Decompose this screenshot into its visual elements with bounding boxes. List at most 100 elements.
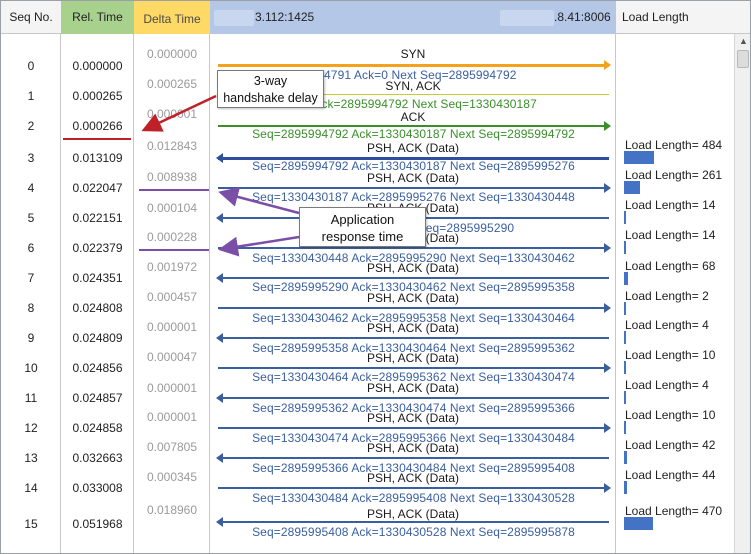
flow-label: PSH, ACK (Data) <box>366 507 460 521</box>
seq-no-cell: 9 <box>27 331 35 345</box>
load-length-label: Load Length= 10 <box>625 348 716 362</box>
delta-time-cell: 0.000345 <box>146 470 198 484</box>
header-rel-time[interactable]: Rel. Time <box>61 1 134 34</box>
flow-detail: Seq=1330430187 Ack=2895995276 Next Seq=1… <box>252 190 575 204</box>
load-length-bar <box>624 421 626 434</box>
rel-time-cell: 0.024808 <box>72 301 123 315</box>
flow-detail: Seq=1330430484 Ack=2895995408 Next Seq=1… <box>252 491 575 505</box>
load-length-label: Load Length= 470 <box>625 504 723 518</box>
rel-time-cell: 0.000000 <box>72 59 123 73</box>
flow-label: SYN <box>400 47 426 61</box>
flow-arrow-right[interactable] <box>218 303 611 313</box>
seq-no-cell: 4 <box>27 181 35 195</box>
scroll-up-icon[interactable]: ▲ <box>739 36 748 46</box>
load-length-label: Load Length= 14 <box>625 228 716 242</box>
load-length-column <box>616 1 734 553</box>
load-length-bar <box>624 181 640 194</box>
load-length-label: Load Length= 68 <box>625 259 716 273</box>
load-length-bar <box>624 241 626 254</box>
load-length-bar <box>624 481 627 494</box>
flow-arrow-right[interactable] <box>218 483 611 493</box>
flow-detail: Seq=2895995408 Ack=1330430528 Next Seq=2… <box>252 525 575 539</box>
delta-time-cell: 0.000000 <box>146 47 198 61</box>
load-length-bar <box>624 151 654 164</box>
app-callout-line2: response time <box>321 229 404 244</box>
rel-time-cell: 0.033008 <box>72 481 123 495</box>
rel-time-cell: 0.032663 <box>72 451 123 465</box>
seq-no-cell: 13 <box>24 451 38 465</box>
header-seq-no[interactable]: Seq No. <box>1 1 61 34</box>
flow-label: SYN, ACK <box>385 79 441 93</box>
flow-arrow-right[interactable] <box>218 363 611 373</box>
load-length-label: Load Length= 261 <box>625 168 723 182</box>
seq-no-cell: 11 <box>24 391 38 405</box>
seq-no-cell: 1 <box>27 89 35 103</box>
flow-detail: Seq=1330430462 Ack=2895995358 Next Seq=1… <box>252 311 575 325</box>
flow-arrow-left[interactable] <box>216 153 609 163</box>
flow-label: PSH, ACK (Data) <box>366 261 460 275</box>
delta-time-cell: 0.000047 <box>146 350 198 364</box>
delta-time-cell: 0.007805 <box>146 440 198 454</box>
flow-label: PSH, ACK (Data) <box>366 411 460 425</box>
flow-arrow-left[interactable] <box>216 273 609 283</box>
flow-arrow-right[interactable] <box>218 121 611 131</box>
flow-label: PSH, ACK (Data) <box>366 171 460 185</box>
load-length-label: Load Length= 44 <box>625 468 716 482</box>
flow-label: PSH, ACK (Data) <box>366 321 460 335</box>
delta-time-cell: 0.018960 <box>146 503 198 517</box>
flow-detail: Seq=2895995362 Ack=1330430474 Next Seq=2… <box>252 401 575 415</box>
rel-time-cell: 0.013109 <box>72 151 123 165</box>
seq-column <box>1 1 61 553</box>
seq-no-cell: 7 <box>27 271 35 285</box>
rel-time-cell: 0.022151 <box>72 211 123 225</box>
rel-time-cell: 0.024351 <box>72 271 123 285</box>
flow-arrow-left[interactable] <box>216 517 609 527</box>
flow-detail: Seq=1330430448 Ack=2895995290 Next Seq=1… <box>252 251 575 265</box>
seq-no-cell: 12 <box>24 421 38 435</box>
left-host-label: 3.112:1425 <box>255 10 315 24</box>
rel-time-column <box>61 1 134 553</box>
seq-no-cell: 5 <box>27 211 35 225</box>
seq-no-cell: 3 <box>27 151 35 165</box>
flow-arrow-right[interactable] <box>218 423 611 433</box>
header-load-length[interactable]: Load Length <box>616 1 734 34</box>
flow-arrow-left[interactable] <box>216 333 609 343</box>
seq-no-cell: 2 <box>27 119 35 133</box>
load-length-label: Load Length= 484 <box>625 138 723 152</box>
rel-time-cell: 0.022379 <box>72 241 123 255</box>
flow-detail: Seq=2895995358 Ack=1330430464 Next Seq=2… <box>252 341 575 355</box>
load-length-bar <box>624 391 626 404</box>
flow-arrow-right[interactable] <box>218 183 611 193</box>
flow-detail: Seq=2895995290 Ack=1330430462 Next Seq=2… <box>252 280 575 294</box>
flow-arrow-left[interactable] <box>216 393 609 403</box>
delta-time-cell: 0.000001 <box>146 320 198 334</box>
load-length-label: Load Length= 4 <box>625 318 709 332</box>
flow-arrow-right[interactable] <box>218 60 611 70</box>
flow-detail: Seq=2895994792 Ack=1330430187 Next Seq=2… <box>252 159 575 173</box>
handshake-delay-callout: 3-way handshake delay <box>217 70 324 108</box>
flow-arrow-right[interactable] <box>218 243 611 253</box>
flow-label: PSH, ACK (Data) <box>366 381 460 395</box>
delta-time-cell: 0.000001 <box>146 381 198 395</box>
header-flow[interactable]: 3.112:1425 .8.41:8006 <box>210 1 616 34</box>
flow-detail: Seq=2895995366 Ack=1330430484 Next Seq=2… <box>252 461 575 475</box>
delta-time-cell: 0.008938 <box>146 170 198 184</box>
header-delta-time[interactable]: Delta Time <box>134 1 210 34</box>
seq-no-cell: 0 <box>27 59 35 73</box>
delta-time-cell: 0.000104 <box>146 201 198 215</box>
vertical-scrollbar[interactable]: ▲ <box>734 34 750 553</box>
delta-time-cell: 0.001972 <box>146 260 198 274</box>
delta-time-column <box>134 1 210 553</box>
redacted-ip-left <box>214 10 254 26</box>
seq-no-cell: 6 <box>27 241 35 255</box>
flow-label: PSH, ACK (Data) <box>366 441 460 455</box>
load-length-label: Load Length= 2 <box>625 289 709 303</box>
delta-time-cell: 0.000265 <box>146 77 198 91</box>
app-response-callout: Application response time <box>299 207 426 247</box>
flow-arrow-left[interactable] <box>216 453 609 463</box>
rel-time-cell: 0.022047 <box>72 181 123 195</box>
seq-no-cell: 8 <box>27 301 35 315</box>
load-length-bar <box>624 517 653 530</box>
scroll-thumb[interactable] <box>737 50 749 68</box>
